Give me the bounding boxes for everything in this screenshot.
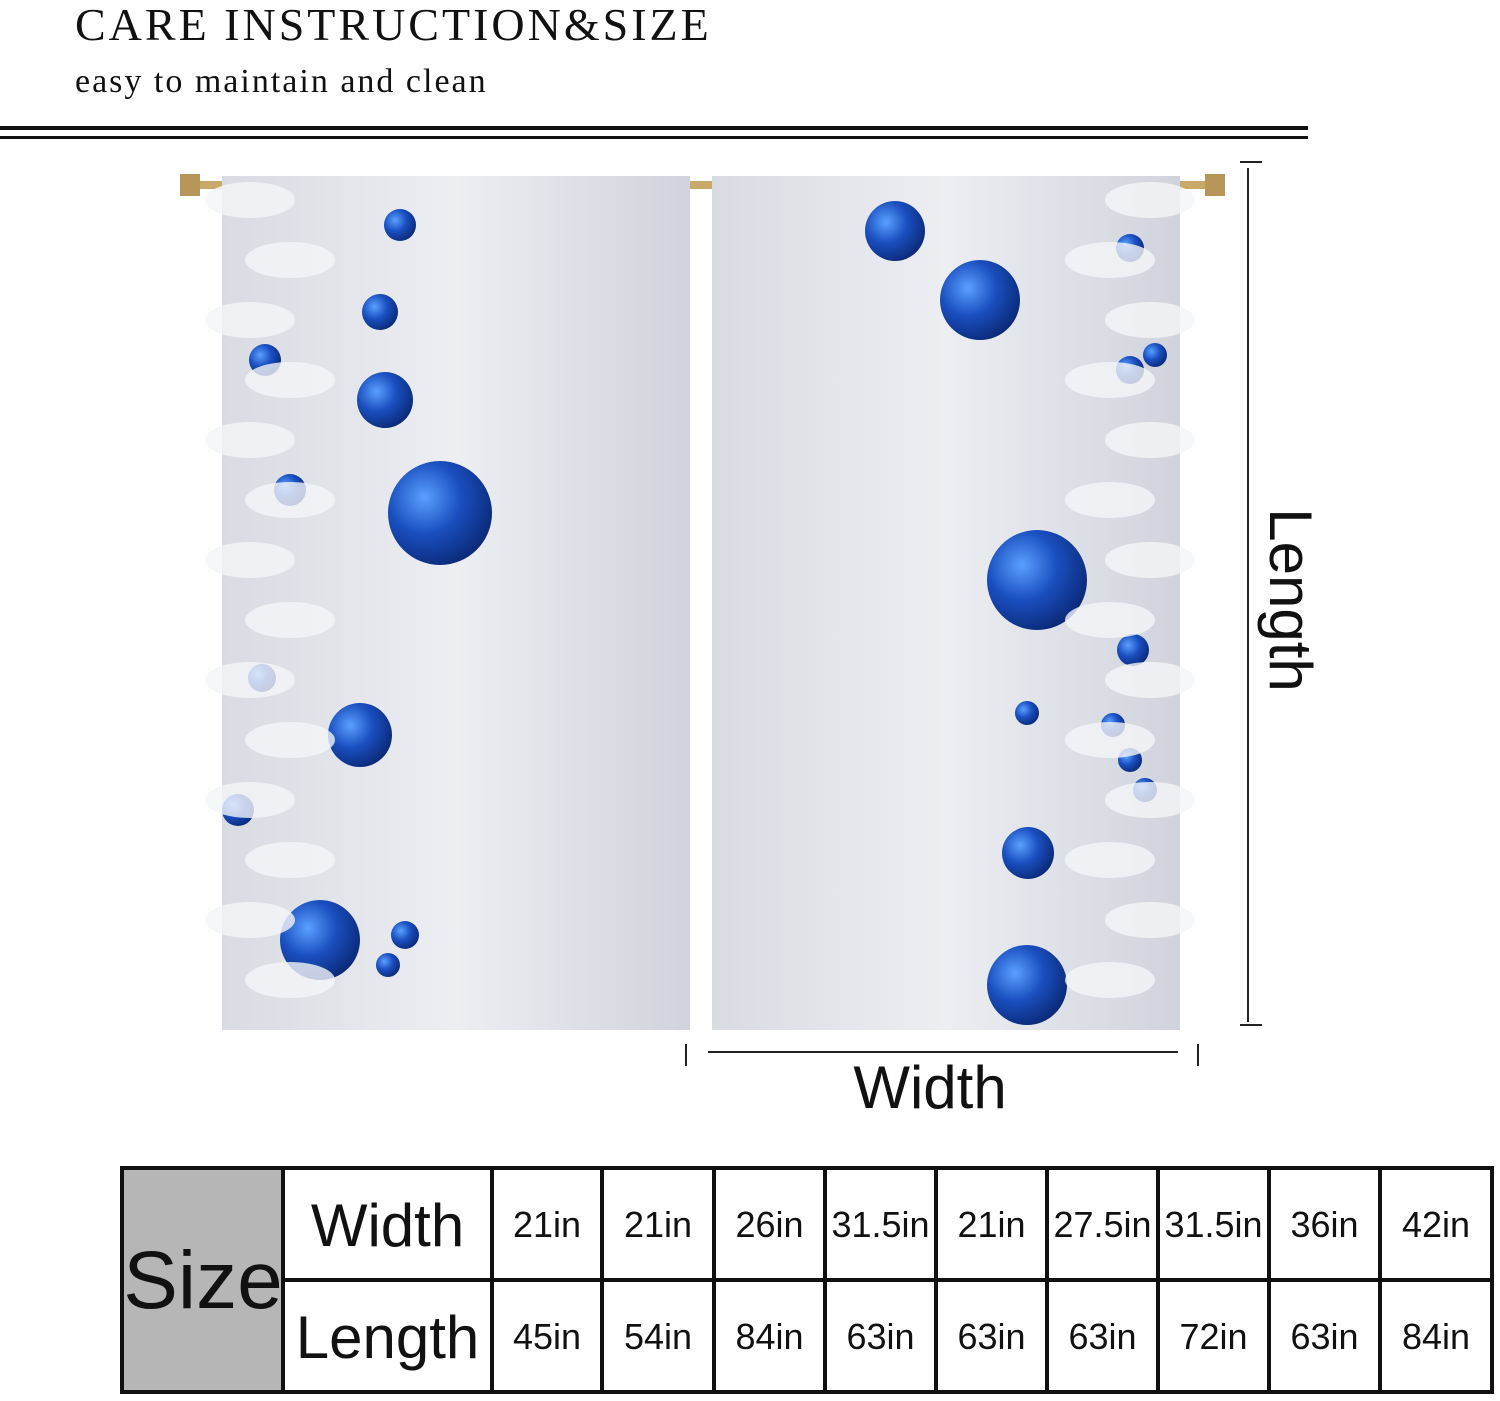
branch (1065, 482, 1155, 518)
table-header: Size (123, 1235, 283, 1326)
branch (245, 362, 335, 398)
branch (205, 662, 295, 698)
branch (1105, 662, 1195, 698)
branch (205, 422, 295, 458)
ornament (1015, 701, 1039, 725)
size-value: 72in (1179, 1316, 1247, 1357)
width-label: Width (853, 1054, 1006, 1121)
branch (1065, 602, 1155, 638)
subtitle: easy to maintain and clean (75, 63, 488, 100)
ornament (865, 201, 925, 261)
size-value: 63in (1068, 1316, 1136, 1357)
size-value: 21in (624, 1204, 692, 1245)
row-label: Width (311, 1192, 464, 1259)
size-value: 21in (513, 1204, 581, 1245)
branch (1105, 302, 1195, 338)
branch (1105, 902, 1195, 938)
branch (1105, 422, 1195, 458)
ornament (384, 209, 416, 241)
size-value: 84in (1402, 1316, 1470, 1357)
size-cell (124, 1170, 283, 1390)
branch (245, 482, 335, 518)
branch (245, 722, 335, 758)
ornament (388, 461, 492, 565)
size-value: 84in (735, 1316, 803, 1357)
size-value: 63in (957, 1316, 1025, 1357)
ornament (1002, 827, 1054, 879)
title: CARE INSTRUCTION&SIZE (75, 0, 712, 50)
branch (1065, 242, 1155, 278)
rod-end (180, 174, 200, 196)
branch (245, 242, 335, 278)
branch (205, 542, 295, 578)
ornament (391, 921, 419, 949)
branch (1065, 362, 1155, 398)
branch (205, 782, 295, 818)
branch (1105, 782, 1195, 818)
ornament (376, 953, 400, 977)
ornament (1143, 343, 1167, 367)
branch (205, 182, 295, 218)
branch (1105, 542, 1195, 578)
size-value: 63in (1290, 1316, 1358, 1357)
branch (245, 602, 335, 638)
branch (245, 842, 335, 878)
size-value: 63in (846, 1316, 914, 1357)
size-table: Size Width 21in 21in 26in 31.5in 21in 27.5in 31… (120, 1166, 1494, 1394)
ornament (987, 945, 1067, 1025)
branch (1065, 722, 1155, 758)
size-value: 27.5in (1053, 1204, 1151, 1245)
size-value: 54in (624, 1316, 692, 1357)
ornament (940, 260, 1020, 340)
branch (205, 902, 295, 938)
size-value: 31.5in (1164, 1204, 1262, 1245)
curtain-illustration (180, 174, 1225, 1030)
divider (0, 136, 1308, 139)
rod-end (1205, 174, 1225, 196)
ornament (1117, 634, 1149, 666)
branch (1065, 962, 1155, 998)
size-value: 31.5in (831, 1204, 929, 1245)
branch (1065, 842, 1155, 878)
row-label: Length (296, 1304, 480, 1371)
ornament (328, 703, 392, 767)
ornament (362, 294, 398, 330)
branch (1105, 182, 1195, 218)
ornament (357, 372, 413, 428)
size-value: 26in (735, 1204, 803, 1245)
length-label: Length (1257, 508, 1324, 692)
ornament (280, 900, 360, 980)
size-value: 21in (957, 1204, 1025, 1245)
branch (205, 302, 295, 338)
branch (245, 962, 335, 998)
divider (0, 126, 1308, 130)
size-value: 45in (513, 1316, 581, 1357)
ornament (987, 530, 1087, 630)
size-value: 36in (1290, 1204, 1358, 1245)
size-value: 42in (1402, 1204, 1470, 1245)
